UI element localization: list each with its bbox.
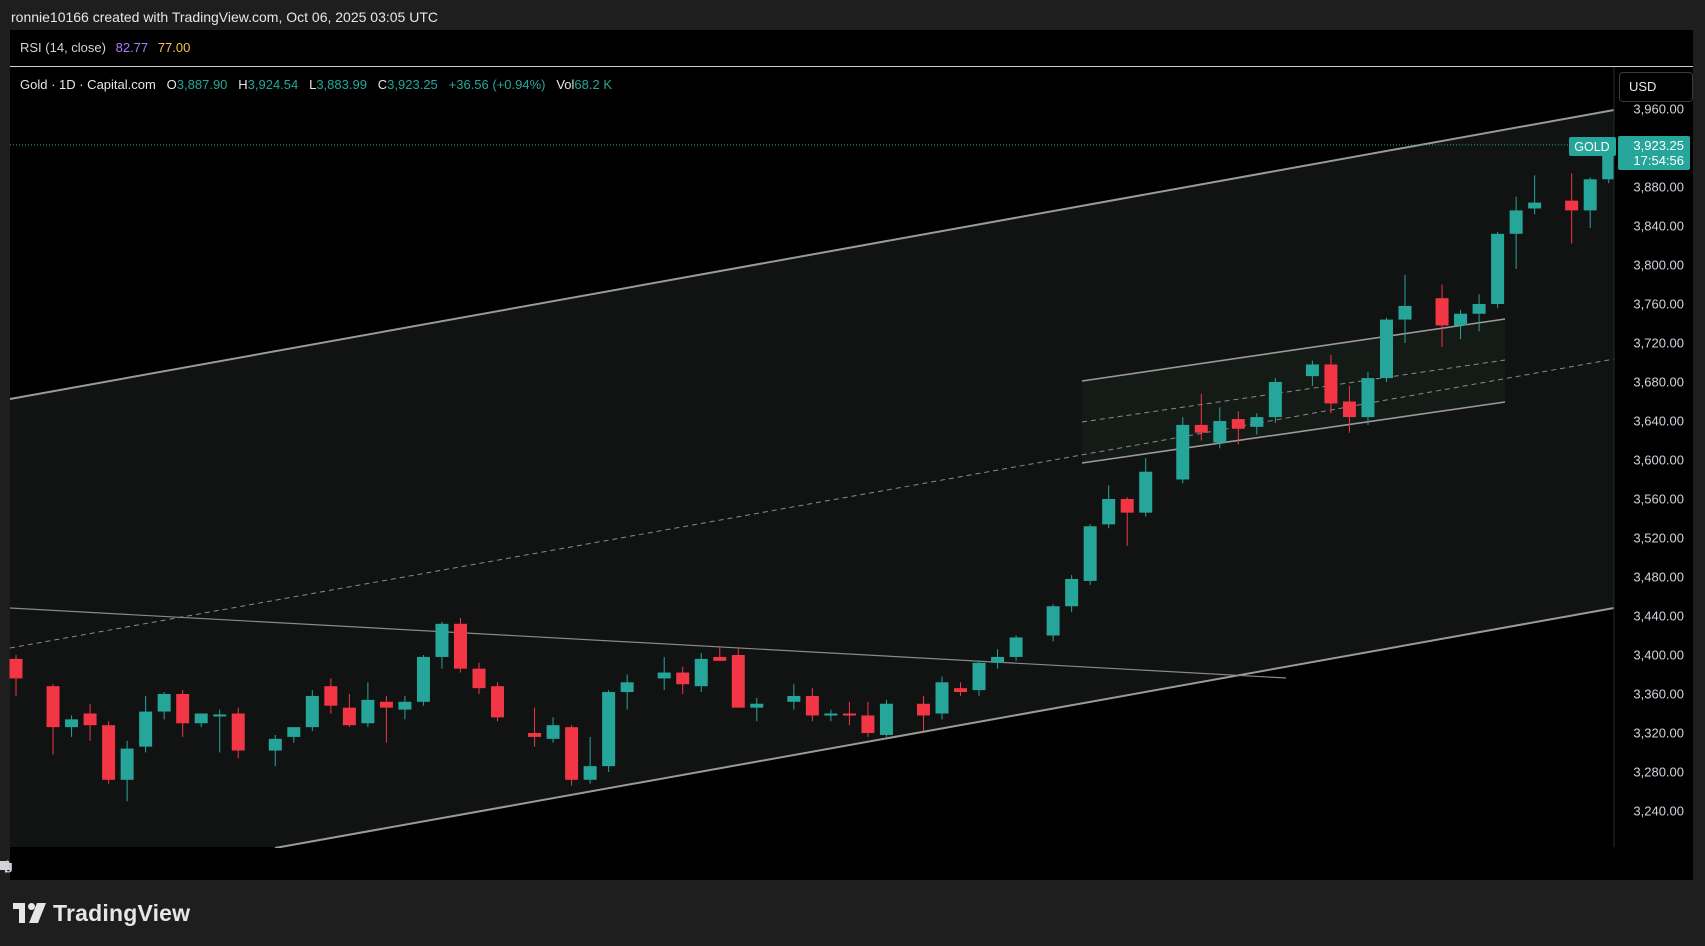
time-tick-label: 9 (0, 858, 4, 873)
time-tick-label: 9 (0, 858, 4, 873)
time-tick-label: 14 (0, 858, 7, 873)
time-tick-label: 6 (0, 858, 4, 873)
low-label: L (309, 77, 317, 92)
attribution-bar: ronnie10166 created with TradingView.com… (0, 0, 1705, 34)
time-tick-label: Jul (0, 858, 9, 873)
tradingview-logo[interactable]: TradingView (13, 898, 190, 928)
symbol-name: Gold · 1D · Capital.com (20, 77, 156, 92)
time-tick-label: 4 (0, 858, 4, 873)
tradingview-logo-text: TradingView (53, 899, 191, 926)
close-label: C (377, 77, 388, 92)
time-tick-label: 4 (0, 858, 4, 873)
volume-value: 68.2 K (574, 77, 612, 92)
time-tick-label: 14 (0, 858, 7, 873)
time-tick-label: 17 (0, 858, 7, 873)
time-tick-label: 26 (0, 858, 7, 873)
low-value: 3,883.99 (316, 77, 367, 92)
time-tick-label: 25 (0, 858, 7, 873)
tradingview-logo-icon (13, 903, 46, 923)
pane-separator[interactable] (10, 66, 1693, 67)
close-value: 3,923.25 (387, 77, 438, 92)
high-value: 3,924.54 (247, 77, 299, 92)
time-tick-label: 12 (0, 858, 7, 873)
time-tick-label: 17 (0, 858, 7, 873)
time-tick-label: 23 (0, 858, 7, 873)
time-tick-label: 22 (0, 858, 7, 873)
time-tick-label: 22 (0, 858, 7, 873)
rsi-label: RSI (14, close) (20, 40, 106, 55)
time-tick-label: 19 (0, 858, 7, 873)
rsi-ma-value: 77.00 (157, 40, 191, 55)
volume-label: Vol (556, 77, 575, 92)
rsi-value: 82.77 (115, 40, 149, 55)
currency-button[interactable]: USD (1619, 72, 1693, 102)
time-tick-label: 11 (0, 858, 7, 873)
open-label: O (166, 77, 177, 92)
time-tick-label: 6 (0, 858, 4, 873)
open-value: 3,887.90 (176, 77, 228, 92)
high-label: H (238, 77, 248, 92)
time-tick-label: 27 (0, 858, 7, 873)
rsi-pane-header[interactable]: RSI (14, close) 82.77 77.00 (10, 30, 1693, 66)
time-tick-label: 25 (0, 858, 7, 873)
time-tick-label: 22 (0, 858, 7, 873)
change-value: +36.56 (+0.94%) (448, 77, 546, 92)
attribution-text: ronnie10166 created with TradingView.com… (11, 9, 438, 25)
symbol-legend[interactable]: Gold · 1D · Capital.com O3,887.90 H3,924… (20, 76, 612, 94)
chart-panel[interactable] (10, 30, 1693, 880)
time-tick-label: 9 (0, 858, 4, 873)
